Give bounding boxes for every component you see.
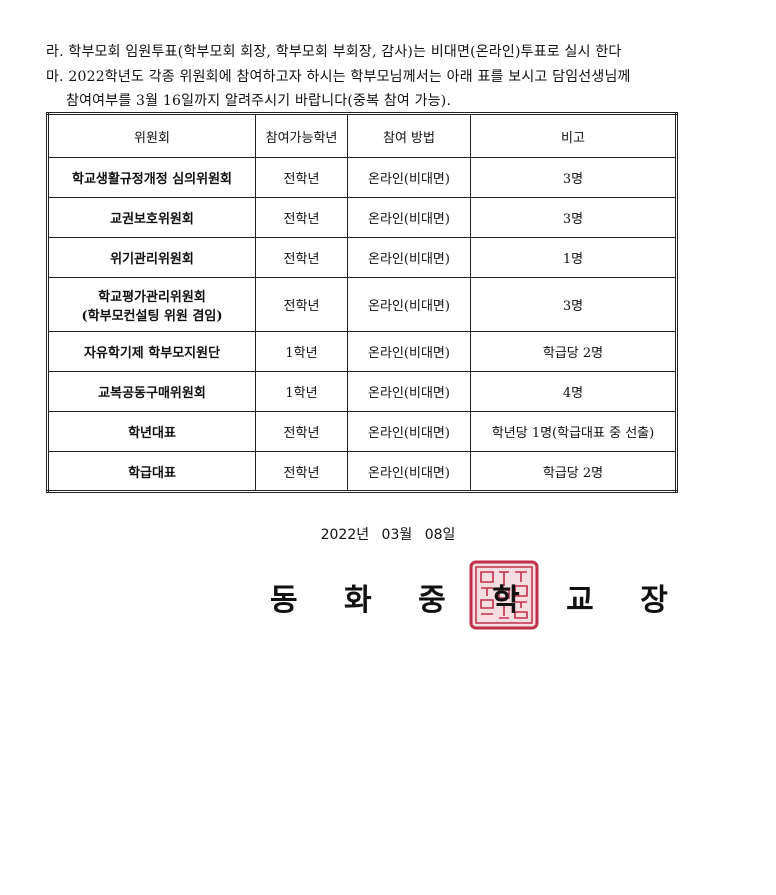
note: 4명 [470,371,677,412]
document-date: 2022년 03월 08일 [320,527,456,543]
eligible-grade: 전학년 [255,277,348,332]
notice-line-ra: 라. 학부모회 임원투표(학부모회 회장, 학부모회 부회장, 감사)는 비대면… [46,44,622,60]
school-head-signature: 동 화 중 학 교 장 [270,583,686,618]
committee-name: 학교생활규정개정 심의위원회 [47,157,256,198]
eligible-grade: 전학년 [255,411,348,452]
participation-method: 온라인(비대면) [347,277,471,332]
table-row: 학년대표 전학년 온라인(비대면) 학년당 1명(학급대표 중 선출) [47,411,677,452]
participation-method: 온라인(비대면) [347,237,471,278]
committee-name: 교복공동구매위원회 [47,371,256,412]
notice-line-ma-cont: 참여여부를 3월 16일까지 알려주시기 바랍니다(중복 참여 가능). [66,93,452,109]
participation-method: 온라인(비대면) [347,197,471,238]
participation-method: 온라인(비대면) [347,157,471,198]
committee-name-text: 학급대표 [128,465,176,481]
note: 학년당 1명(학급대표 중 선출) [470,411,677,452]
eligible-grade: 전학년 [255,157,348,198]
notice-line-ma: 마. 2022학년도 각종 위원회에 참여하고자 하시는 학부모님께서는 아래 … [46,69,631,85]
table-header-row: 위원회 참여가능학년 참여 방법 비고 [47,113,677,158]
header-method: 참여 방법 [347,113,471,158]
table-row: 학교평가관리위원회 (학부모컨설팅 위원 겸임) 전학년 온라인(비대면) 3명 [47,277,677,332]
header-note: 비고 [470,113,677,158]
committee-name-subtext: (학부모컨설팅 위원 겸임) [81,308,223,324]
committee-name: 자유학기제 학부모지원단 [47,331,256,372]
header-committee: 위원회 [47,113,256,158]
note: 3명 [470,277,677,332]
eligible-grade: 1학년 [255,371,348,412]
table-row: 위기관리위원회 전학년 온라인(비대면) 1명 [47,237,677,278]
eligible-grade: 전학년 [255,451,348,492]
committee-name-text: 학교평가관리위원회 [98,289,206,305]
participation-method: 온라인(비대면) [347,371,471,412]
official-seal-icon [469,560,539,630]
committee-name: 학급대표 [47,451,256,492]
committee-name: 학교평가관리위원회 (학부모컨설팅 위원 겸임) [47,277,256,332]
table-row: 학교생활규정개정 심의위원회 전학년 온라인(비대면) 3명 [47,157,677,198]
note: 3명 [470,157,677,198]
note: 학급당 2명 [470,331,677,372]
committee-name-text: 위기관리위원회 [110,252,194,267]
eligible-grade: 전학년 [255,237,348,278]
participation-method: 온라인(비대면) [347,411,471,452]
table-row: 자유학기제 학부모지원단 1학년 온라인(비대면) 학급당 2명 [47,331,677,372]
table-row: 교복공동구매위원회 1학년 온라인(비대면) 4명 [47,371,677,412]
committee-name-text: 학년대표 [128,426,176,441]
committee-name: 교권보호위원회 [47,197,256,238]
note: 학급당 2명 [470,451,677,492]
eligible-grade: 전학년 [255,197,348,238]
committee-name: 학년대표 [47,411,256,452]
participation-method: 온라인(비대면) [347,331,471,372]
note: 3명 [470,197,677,238]
eligible-grade: 1학년 [255,331,348,372]
committee-name: 위기관리위원회 [47,237,256,278]
committee-name-text: 학교생활규정개정 심의위원회 [71,172,232,187]
committee-table: 위원회 참여가능학년 참여 방법 비고 학교생활규정개정 심의위원회 전학년 온라인… [46,112,678,493]
committee-name-text: 교복공동구매위원회 [98,386,206,401]
participation-method: 온라인(비대면) [347,451,471,492]
committee-name-text: 교권보호위원회 [110,212,194,227]
table-row: 교권보호위원회 전학년 온라인(비대면) 3명 [47,197,677,238]
header-grade: 참여가능학년 [255,113,348,158]
table-row: 학급대표 전학년 온라인(비대면) 학급당 2명 [47,451,677,492]
committee-name-text: 자유학기제 학부모지원단 [83,346,221,361]
note: 1명 [470,237,677,278]
